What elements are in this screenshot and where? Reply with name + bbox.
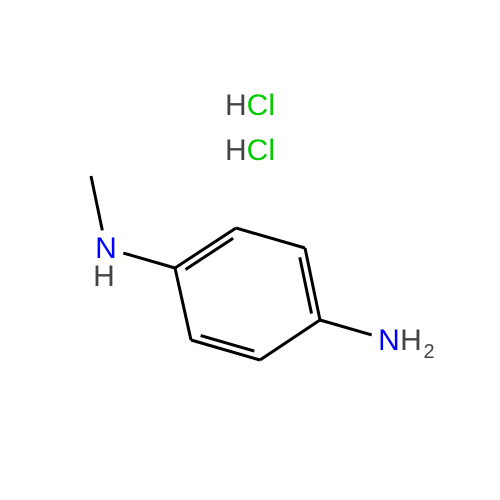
molecule-diagram: NHNH2HClHCl — [0, 0, 500, 500]
bond — [175, 228, 236, 268]
atom-label-N2: NH2 — [378, 324, 434, 363]
hcl-label-0: HCl — [225, 89, 275, 122]
hcl-label-1: HCl — [225, 134, 275, 167]
bond — [123, 253, 175, 268]
bond — [236, 228, 305, 248]
bond — [305, 248, 320, 320]
bond — [201, 336, 255, 352]
bond — [260, 320, 320, 360]
bond — [186, 238, 234, 269]
bond — [91, 176, 102, 230]
atom-label-N1-H: H — [93, 260, 115, 293]
bond — [320, 320, 372, 335]
bond — [175, 268, 191, 340]
